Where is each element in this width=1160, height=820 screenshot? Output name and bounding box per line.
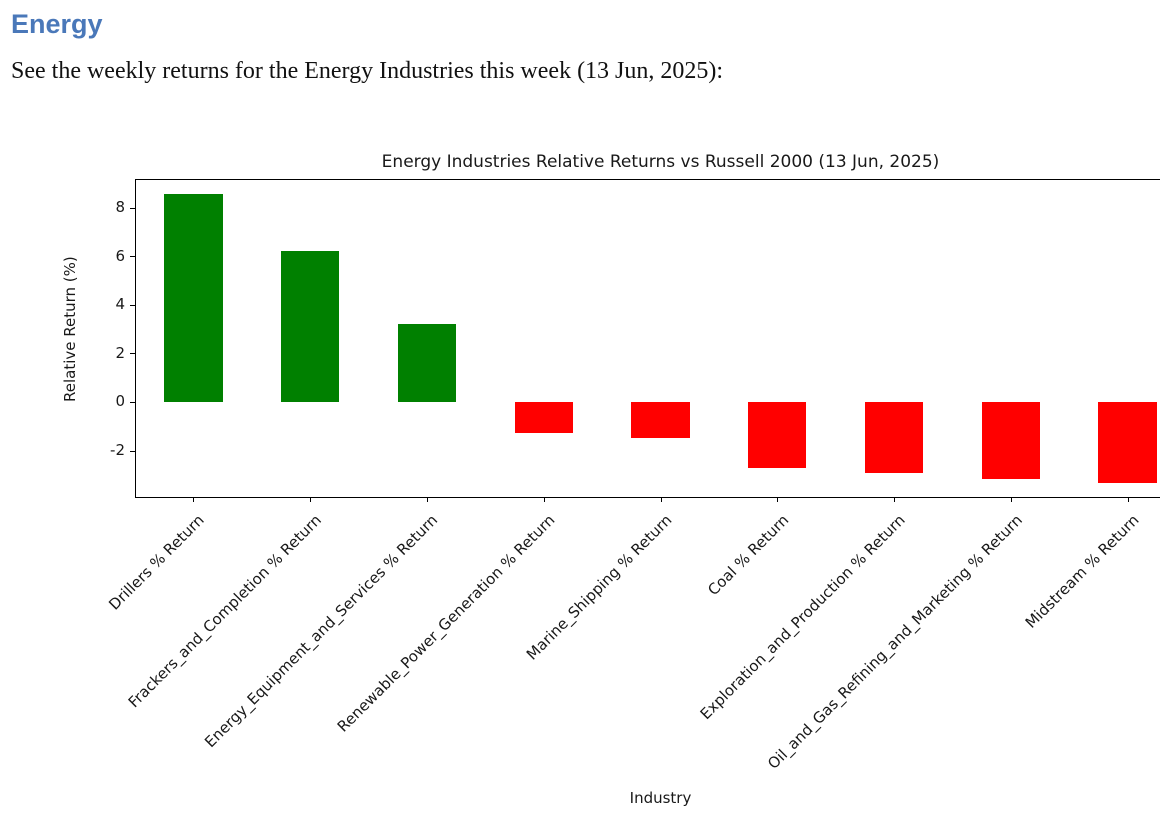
y-axis-label: Relative Return (%)	[61, 255, 79, 402]
y-tick-mark	[130, 353, 135, 355]
intro-text: See the weekly returns for the Energy In…	[11, 58, 724, 84]
y-tick-mark	[130, 256, 135, 258]
y-tick-label: 0	[115, 392, 125, 411]
y-tick-label: 4	[115, 295, 125, 314]
x-tick-label: Midstream % Return	[1021, 511, 1143, 632]
y-tick-mark	[130, 401, 135, 403]
x-axis-label: Industry	[629, 789, 692, 807]
bar-oil_and_gas_refining_and_marketing	[981, 402, 1040, 479]
x-tick-mark	[894, 497, 896, 502]
bar-renewable_power_generation	[514, 402, 573, 433]
page-title: Energy	[11, 9, 103, 39]
bar-exploration_and_production	[864, 402, 924, 473]
x-tick-label: Coal % Return	[703, 511, 793, 600]
x-tick-label: Exploration_and_Production % Return	[696, 511, 909, 724]
y-tick-mark	[130, 450, 135, 452]
y-tick-label: 8	[115, 198, 125, 217]
x-tick-label: Renewable_Power_Generation % Return	[333, 511, 559, 736]
bar-marine_shipping	[631, 402, 690, 438]
x-tick-mark	[193, 497, 195, 502]
x-tick-label: Oil_and_Gas_Refining_and_Marketing % Ret…	[763, 511, 1026, 773]
bar-energy_equipment_and_services	[397, 323, 457, 403]
x-tick-mark	[660, 497, 662, 502]
y-tick-label: 2	[115, 343, 125, 362]
y-tick-mark	[130, 207, 135, 209]
bar-coal	[748, 402, 807, 469]
bar-midstream	[1098, 402, 1157, 483]
bar-frackers_and_completion	[280, 250, 340, 403]
x-tick-mark	[543, 497, 545, 502]
y-tick-label: 6	[115, 246, 125, 265]
energy-returns-bar-chart: Energy Industries Relative Returns vs Ru…	[40, 146, 1160, 820]
chart-title: Energy Industries Relative Returns vs Ru…	[381, 152, 940, 172]
x-tick-label: Frackers_and_Completion % Return	[124, 511, 325, 712]
y-tick-label: -2	[110, 441, 125, 460]
x-tick-mark	[1127, 497, 1129, 502]
y-tick-mark	[130, 304, 135, 306]
bar-drillers	[164, 193, 223, 403]
x-tick-mark	[310, 497, 312, 502]
x-tick-label: Drillers % Return	[105, 511, 209, 614]
x-tick-mark	[1010, 497, 1012, 502]
x-tick-label: Energy_Equipment_and_Services % Return	[201, 511, 442, 752]
x-tick-mark	[426, 497, 428, 502]
x-tick-mark	[777, 497, 779, 502]
